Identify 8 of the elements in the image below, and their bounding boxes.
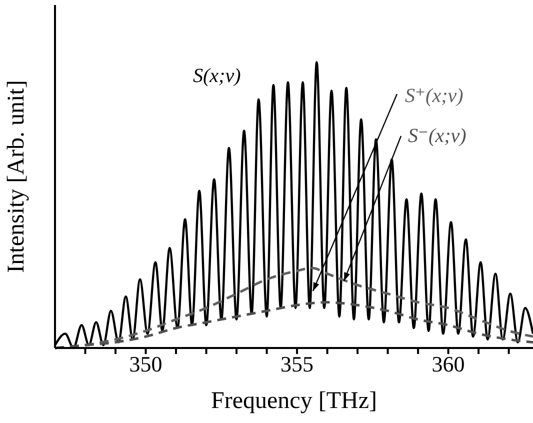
y-axis-title: Intensity [Arb. unit]: [4, 80, 30, 273]
text: S⁻(x;ν): [408, 125, 467, 147]
x-tick-label: 355: [280, 352, 314, 377]
x-tick-label: 350: [129, 352, 162, 377]
series-label: S(x;ν): [193, 65, 242, 87]
text: S⁺(x;ν): [405, 85, 464, 107]
x-axis-title: Frequency [THz]: [211, 388, 377, 414]
x-tick-label: 360: [432, 352, 465, 377]
